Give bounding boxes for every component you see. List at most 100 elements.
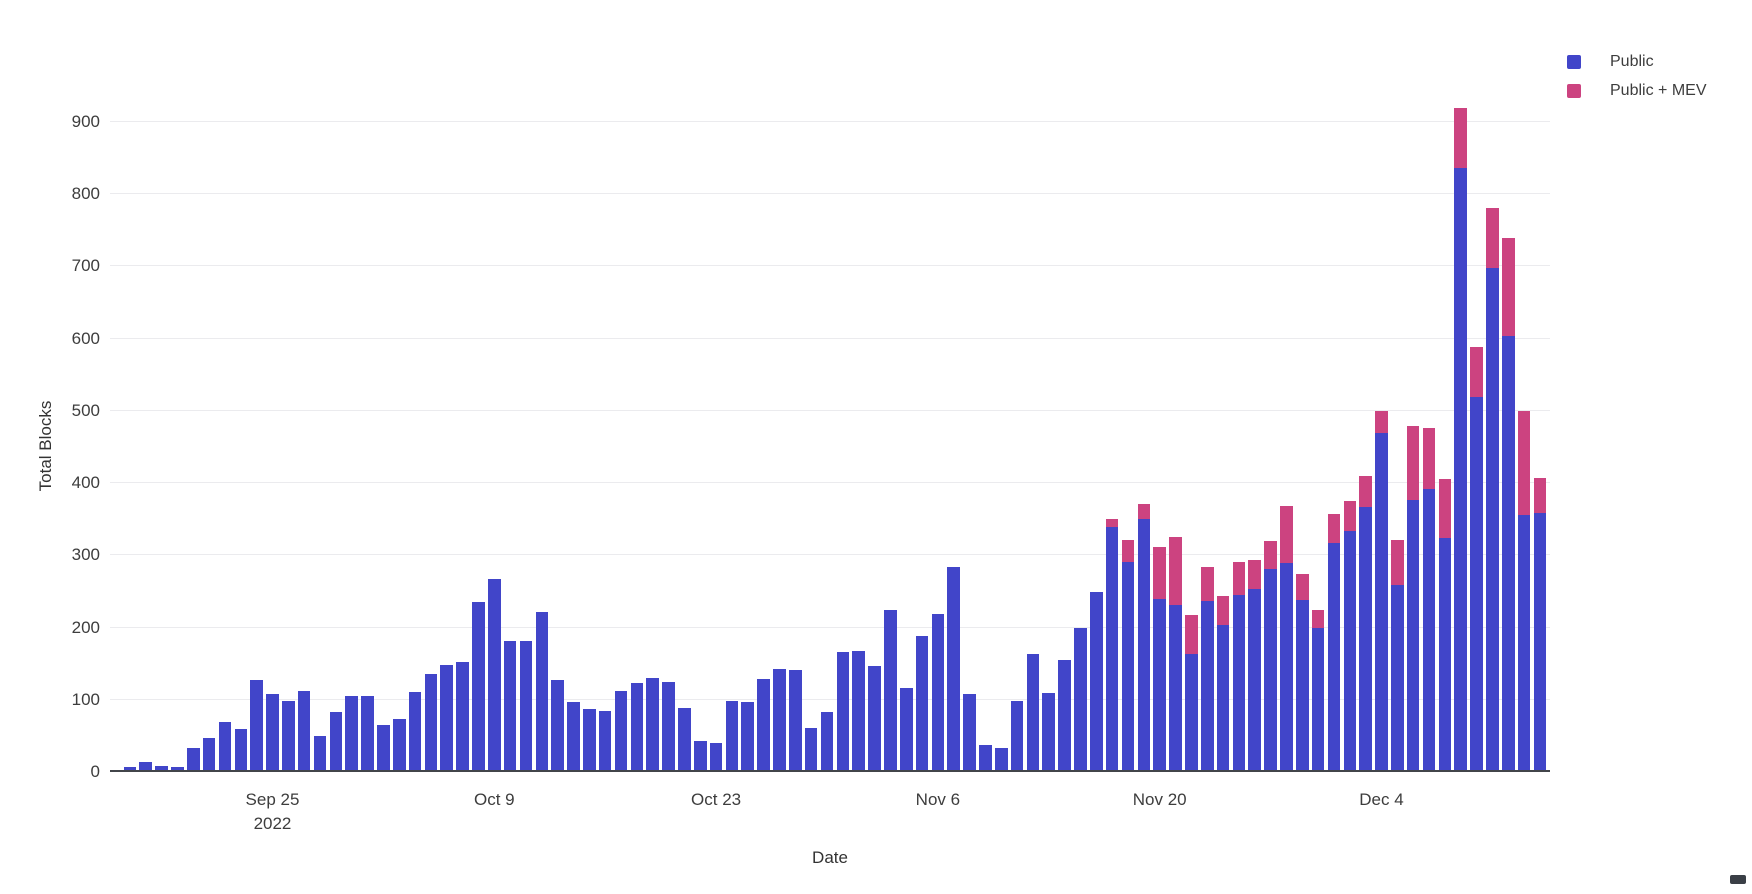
bar-segment-public[interactable] (551, 679, 564, 770)
bar-oct-4[interactable] (408, 692, 422, 770)
bar-segment-public[interactable] (1169, 604, 1182, 770)
bar-nov-7[interactable] (947, 567, 961, 770)
bar-dec-1[interactable] (1327, 514, 1341, 770)
bar-oct-24[interactable] (725, 700, 739, 770)
bar-segment-public[interactable] (1074, 628, 1087, 770)
bar-dec-8[interactable] (1438, 478, 1452, 770)
bar-oct-13[interactable] (551, 679, 564, 770)
bar-oct-18[interactable] (630, 683, 644, 770)
bar-nov-3[interactable] (884, 609, 897, 770)
bar-nov-8[interactable] (963, 694, 976, 770)
bar-segment-public[interactable] (1454, 167, 1467, 770)
bar-segment-mev[interactable] (1248, 559, 1262, 590)
bar-sep-27[interactable] (297, 691, 311, 770)
bar-segment-public[interactable] (773, 668, 786, 770)
bar-segment-mev[interactable] (1232, 562, 1246, 595)
bar-sep-30[interactable] (345, 695, 358, 770)
bar-oct-30[interactable] (820, 711, 834, 770)
bar-sep-25[interactable] (266, 694, 279, 770)
bar-segment-public[interactable] (329, 711, 343, 770)
legend-item-public[interactable]: Public (1567, 51, 1706, 73)
bar-segment-public[interactable] (1311, 627, 1325, 770)
bar-oct-9[interactable] (487, 578, 501, 770)
bar-segment-mev[interactable] (1406, 426, 1420, 500)
bar-segment-public[interactable] (266, 694, 279, 770)
bar-oct-25[interactable] (741, 702, 755, 770)
bar-segment-public[interactable] (1153, 598, 1166, 770)
bar-segment-public[interactable] (725, 700, 739, 770)
bar-segment-public[interactable] (1137, 518, 1151, 770)
bar-segment-mev[interactable] (1137, 504, 1151, 519)
bar-nov-6[interactable] (931, 614, 945, 770)
bar-dec-13[interactable] (1517, 411, 1531, 770)
bar-nov-28[interactable] (1280, 506, 1293, 770)
bar-nov-14[interactable] (1058, 660, 1071, 770)
bar-dec-4[interactable] (1375, 411, 1388, 770)
bar-segment-mev[interactable] (1438, 478, 1452, 539)
bar-segment-public[interactable] (678, 707, 691, 770)
bar-segment-public[interactable] (931, 614, 945, 770)
bar-oct-8[interactable] (472, 601, 485, 770)
bar-segment-public[interactable] (1422, 489, 1436, 770)
bar-segment-public[interactable] (1105, 526, 1119, 770)
bar-oct-6[interactable] (440, 665, 454, 770)
bar-nov-22[interactable] (1185, 614, 1198, 770)
bar-oct-11[interactable] (519, 641, 533, 770)
bar-segment-mev[interactable] (1216, 595, 1230, 625)
bar-segment-public[interactable] (313, 736, 327, 770)
bar-segment-public[interactable] (1026, 653, 1040, 770)
bar-oct-21[interactable] (678, 707, 691, 770)
bar-sep-28[interactable] (313, 736, 327, 770)
bar-segment-public[interactable] (1216, 624, 1230, 770)
bar-sep-20[interactable] (186, 748, 200, 770)
bar-segment-mev[interactable] (1295, 573, 1309, 600)
bar-oct-14[interactable] (567, 702, 580, 770)
bar-segment-public[interactable] (1501, 335, 1515, 770)
bar-segment-public[interactable] (963, 694, 976, 770)
bar-nov-16[interactable] (1090, 592, 1103, 770)
bar-segment-public[interactable] (646, 677, 659, 770)
bar-dec-3[interactable] (1359, 476, 1372, 770)
bar-segment-public[interactable] (567, 702, 580, 770)
bar-nov-4[interactable] (899, 687, 913, 770)
bar-segment-public[interactable] (408, 692, 422, 770)
bar-oct-12[interactable] (535, 611, 549, 770)
bar-nov-11[interactable] (1010, 700, 1024, 770)
bar-segment-public[interactable] (186, 748, 200, 770)
bar-nov-20[interactable] (1153, 546, 1166, 770)
bar-segment-mev[interactable] (1470, 346, 1483, 398)
bar-dec-11[interactable] (1486, 208, 1499, 770)
bar-oct-29[interactable] (804, 728, 818, 770)
bar-dec-7[interactable] (1422, 428, 1436, 770)
bar-segment-public[interactable] (1343, 530, 1357, 770)
bar-nov-12[interactable] (1026, 653, 1040, 770)
bar-segment-public[interactable] (1248, 589, 1262, 770)
bar-segment-public[interactable] (1470, 397, 1483, 770)
bar-segment-mev[interactable] (1517, 411, 1531, 516)
bar-segment-public[interactable] (868, 666, 881, 770)
bar-dec-9[interactable] (1454, 107, 1467, 770)
bar-segment-public[interactable] (709, 742, 723, 770)
bar-segment-public[interactable] (282, 701, 295, 770)
bar-segment-public[interactable] (1517, 515, 1531, 770)
bar-nov-5[interactable] (915, 636, 929, 770)
bar-oct-17[interactable] (614, 691, 628, 770)
bar-sep-26[interactable] (282, 701, 295, 770)
bar-segment-public[interactable] (741, 702, 755, 770)
bar-segment-public[interactable] (519, 641, 533, 770)
bar-nov-18[interactable] (1121, 540, 1135, 770)
bar-oct-3[interactable] (392, 719, 406, 770)
bar-segment-public[interactable] (250, 679, 263, 770)
bar-segment-public[interactable] (662, 681, 675, 770)
bar-segment-mev[interactable] (1311, 609, 1325, 628)
bar-segment-mev[interactable] (1264, 541, 1277, 569)
bar-segment-mev[interactable] (1343, 500, 1357, 531)
bar-segment-public[interactable] (1295, 599, 1309, 770)
bar-dec-5[interactable] (1391, 540, 1404, 770)
bar-segment-public[interactable] (1280, 562, 1293, 770)
bar-sep-22[interactable] (218, 721, 232, 770)
bar-oct-26[interactable] (757, 679, 770, 770)
bar-segment-mev[interactable] (1486, 208, 1499, 269)
bar-segment-public[interactable] (884, 609, 897, 770)
bar-nov-29[interactable] (1295, 573, 1309, 770)
